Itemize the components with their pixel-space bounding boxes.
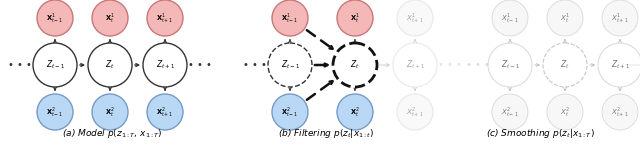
Text: $X^1_{t+1}$: $X^1_{t+1}$ — [406, 11, 424, 25]
Text: $Z_{t-1}$: $Z_{t-1}$ — [45, 59, 65, 71]
Circle shape — [492, 94, 528, 130]
Circle shape — [268, 43, 312, 87]
Circle shape — [272, 94, 308, 130]
Text: $\mathbf{X}^1_t$: $\mathbf{X}^1_t$ — [350, 11, 360, 25]
Circle shape — [147, 0, 183, 36]
Circle shape — [88, 43, 132, 87]
Text: $\mathbf{X}^2_{t-1}$: $\mathbf{X}^2_{t-1}$ — [282, 105, 299, 119]
Text: (b) Filtering $p(z_t|x_{1:t})$: (b) Filtering $p(z_t|x_{1:t})$ — [278, 127, 374, 140]
Text: $X^1_{t+1}$: $X^1_{t+1}$ — [611, 11, 629, 25]
Text: $Z_t$: $Z_t$ — [350, 59, 360, 71]
Text: $Z_t$: $Z_t$ — [105, 59, 115, 71]
Circle shape — [397, 94, 433, 130]
Text: $X^2_{t+1}$: $X^2_{t+1}$ — [406, 105, 424, 119]
Text: $\mathbf{X}^2_t$: $\mathbf{X}^2_t$ — [350, 105, 360, 119]
Text: $X^1_{t-1}$: $X^1_{t-1}$ — [501, 11, 519, 25]
Circle shape — [598, 43, 640, 87]
Text: $X^2_{t-1}$: $X^2_{t-1}$ — [501, 105, 519, 119]
Circle shape — [337, 0, 373, 36]
Circle shape — [547, 0, 583, 36]
Circle shape — [33, 43, 77, 87]
Text: $\mathbf{X}^2_t$: $\mathbf{X}^2_t$ — [105, 105, 115, 119]
Text: $Z_{t-1}$: $Z_{t-1}$ — [500, 59, 520, 71]
Circle shape — [37, 94, 73, 130]
Circle shape — [147, 94, 183, 130]
Text: • • •: • • • — [188, 60, 212, 70]
Circle shape — [333, 43, 377, 87]
Circle shape — [272, 0, 308, 36]
Text: • • •: • • • — [438, 60, 462, 70]
Text: $Z_{t+1}$: $Z_{t+1}$ — [406, 59, 424, 71]
Circle shape — [143, 43, 187, 87]
Circle shape — [492, 0, 528, 36]
Text: $X^2_{t+1}$: $X^2_{t+1}$ — [611, 105, 629, 119]
Text: • • •: • • • — [8, 60, 32, 70]
Text: $\mathbf{X}^1_{t-1}$: $\mathbf{X}^1_{t-1}$ — [282, 11, 299, 25]
Text: • • •: • • • — [466, 60, 490, 70]
Text: $\mathbf{X}^1_t$: $\mathbf{X}^1_t$ — [105, 11, 115, 25]
Text: $X^2_t$: $X^2_t$ — [560, 105, 570, 119]
Text: $Z_{t+1}$: $Z_{t+1}$ — [611, 59, 630, 71]
Circle shape — [397, 0, 433, 36]
Text: $Z_{t-1}$: $Z_{t-1}$ — [280, 59, 300, 71]
Circle shape — [602, 0, 638, 36]
Text: $\mathbf{X}^2_{t-1}$: $\mathbf{X}^2_{t-1}$ — [46, 105, 63, 119]
Circle shape — [92, 94, 128, 130]
Circle shape — [547, 94, 583, 130]
Text: $\mathbf{X}^1_{t+1}$: $\mathbf{X}^1_{t+1}$ — [156, 11, 173, 25]
Text: $Z_t$: $Z_t$ — [560, 59, 570, 71]
Circle shape — [92, 0, 128, 36]
Text: $\mathbf{X}^1_{t-1}$: $\mathbf{X}^1_{t-1}$ — [46, 11, 63, 25]
Text: (a) Model $p(z_{1:T},\, x_{1:T})$: (a) Model $p(z_{1:T},\, x_{1:T})$ — [61, 127, 163, 140]
Circle shape — [488, 43, 532, 87]
Circle shape — [543, 43, 587, 87]
Circle shape — [37, 0, 73, 36]
Text: $Z_{t+1}$: $Z_{t+1}$ — [156, 59, 175, 71]
Circle shape — [602, 94, 638, 130]
Circle shape — [393, 43, 437, 87]
Text: $X^1_t$: $X^1_t$ — [560, 11, 570, 25]
Text: $\mathbf{X}^2_{t+1}$: $\mathbf{X}^2_{t+1}$ — [156, 105, 173, 119]
Circle shape — [337, 94, 373, 130]
Text: • • •: • • • — [243, 60, 267, 70]
Text: (c) Smoothing $p(z_t|x_{1:T})$: (c) Smoothing $p(z_t|x_{1:T})$ — [486, 127, 595, 140]
